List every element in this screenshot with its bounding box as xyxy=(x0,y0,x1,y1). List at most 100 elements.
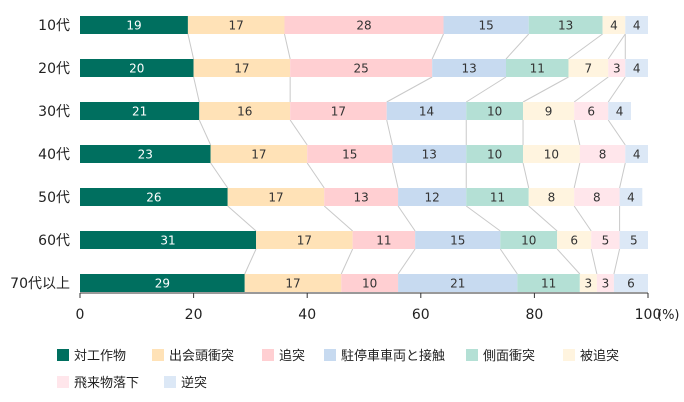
bar-segment xyxy=(500,231,558,249)
data-label: 11 xyxy=(376,234,391,248)
bar-segment xyxy=(574,188,620,206)
bar-segment xyxy=(608,59,626,77)
bars: 19 17 28 15 13 4 420 17 25 13 11 7 3 421 16 17 14 10 9 6 423… xyxy=(80,16,648,292)
data-label: 4 xyxy=(610,19,618,33)
data-label: 15 xyxy=(342,148,357,162)
data-label: 12 xyxy=(425,191,440,205)
data-label: 4 xyxy=(633,62,641,76)
data-label: 13 xyxy=(422,148,437,162)
connector-line xyxy=(590,248,598,275)
bar-segment xyxy=(210,145,308,163)
data-label: 8 xyxy=(593,191,601,205)
bar-segment xyxy=(352,231,416,249)
data-label: 6 xyxy=(587,105,595,119)
connector-line xyxy=(193,76,200,103)
bar-segment xyxy=(574,102,609,120)
connector-line xyxy=(227,205,257,232)
x-tick-label: 100 xyxy=(635,307,662,323)
legend-label: 追突 xyxy=(279,348,305,364)
bar-segment xyxy=(307,145,393,163)
legend-swatch xyxy=(152,349,164,361)
data-label: 23 xyxy=(138,148,153,162)
legend-swatch xyxy=(466,349,478,361)
category-label: 30代 xyxy=(38,104,70,120)
bar-segment xyxy=(80,59,194,77)
bar-segment xyxy=(256,231,353,249)
data-label: 15 xyxy=(478,19,493,33)
category-label: 20代 xyxy=(38,61,70,77)
bar-segment xyxy=(80,102,200,120)
bar-segment xyxy=(80,145,211,163)
x-axis-ticks xyxy=(79,293,649,298)
data-label: 3 xyxy=(602,277,610,291)
data-label: 17 xyxy=(331,105,346,119)
legend-swatch xyxy=(164,376,176,388)
bar-segment xyxy=(466,102,524,120)
category-label: 60代 xyxy=(38,233,70,249)
data-label: 10 xyxy=(521,234,536,248)
data-label: 17 xyxy=(297,234,312,248)
connector-line xyxy=(397,205,416,232)
data-label: 15 xyxy=(450,234,465,248)
bar-segment xyxy=(613,274,648,292)
connector-line xyxy=(573,162,581,189)
data-label: 13 xyxy=(354,191,369,205)
data-label: 21 xyxy=(132,105,147,119)
connector-line xyxy=(391,162,399,189)
data-label: 19 xyxy=(126,19,141,33)
connector-line xyxy=(386,76,433,103)
connector-line xyxy=(306,162,325,189)
data-label: 7 xyxy=(585,62,593,76)
legend-label: 側面衝突 xyxy=(483,348,535,364)
connector-line xyxy=(568,33,603,60)
x-tick-label: 0 xyxy=(76,307,85,323)
category-label: 50代 xyxy=(38,190,70,206)
bar-segment xyxy=(80,231,257,249)
x-axis-tick-labels: 0 20 40 60 80 100 xyxy=(76,307,662,323)
legend-swatch xyxy=(324,349,336,361)
bar-segment xyxy=(341,274,399,292)
x-tick-label: 80 xyxy=(525,307,543,323)
bar-segment xyxy=(290,59,433,77)
data-label: 6 xyxy=(627,277,635,291)
data-label: 10 xyxy=(487,105,502,119)
connector-line xyxy=(198,119,212,146)
bar-segment xyxy=(568,59,609,77)
bar-segment xyxy=(517,274,580,292)
data-label: 6 xyxy=(570,234,578,248)
connector-line xyxy=(210,162,229,189)
data-label: 4 xyxy=(627,191,635,205)
connector-line xyxy=(522,162,530,189)
connector-line xyxy=(323,205,353,232)
connector-line xyxy=(431,33,444,60)
category-label: 10代 xyxy=(38,18,70,34)
connector-line xyxy=(499,248,518,275)
data-label: 26 xyxy=(146,191,161,205)
data-label: 4 xyxy=(616,105,624,119)
x-axis-unit: (%) xyxy=(657,308,680,323)
data-label: 14 xyxy=(419,105,434,119)
data-label: 8 xyxy=(599,148,607,162)
data-label: 11 xyxy=(541,277,556,291)
bar-segment xyxy=(528,188,575,206)
legend-swatch xyxy=(57,376,69,388)
data-label: 21 xyxy=(450,277,465,291)
bar-segment xyxy=(625,59,648,77)
data-label: 31 xyxy=(160,234,175,248)
bar-segment xyxy=(392,145,467,163)
bar-segment xyxy=(227,188,325,206)
data-label: 3 xyxy=(585,277,593,291)
connector-lines xyxy=(187,33,626,275)
legend-label: 逆突 xyxy=(181,375,207,391)
connector-line xyxy=(283,33,291,60)
data-label: 11 xyxy=(530,62,545,76)
connector-line xyxy=(386,119,393,146)
bar-segment xyxy=(187,16,285,34)
connector-line xyxy=(607,119,626,146)
bar-segment xyxy=(557,231,592,249)
connector-line xyxy=(289,119,308,146)
bar-segment xyxy=(290,102,387,120)
x-tick-label: 20 xyxy=(185,307,203,323)
legend-swatch xyxy=(57,349,69,361)
